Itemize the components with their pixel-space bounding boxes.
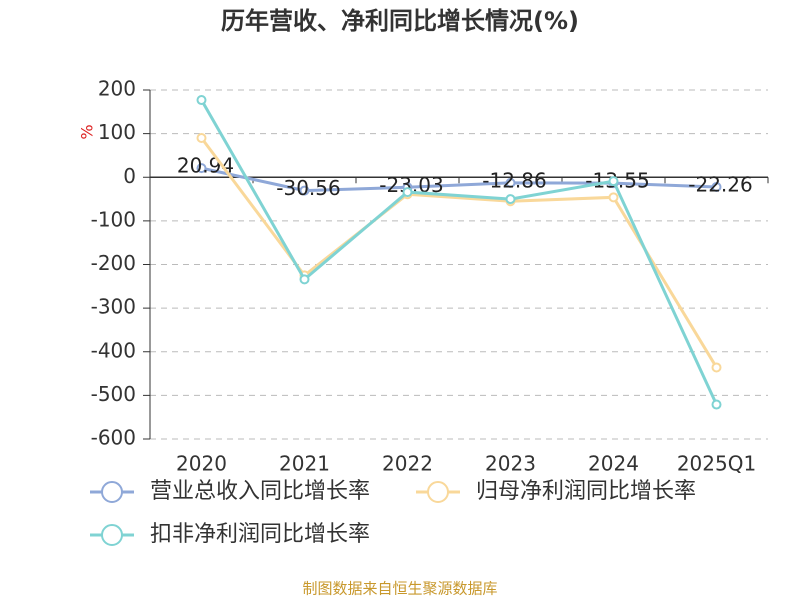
y-tick-label: -200 [91,251,136,275]
x-tick-label: 2023 [485,452,536,476]
legend-marker [427,481,449,503]
series-line [200,99,718,406]
x-tick-label: 2022 [382,452,433,476]
y-tick-label: -400 [91,338,136,362]
x-tick-label: 2020 [176,452,227,476]
data-point [608,176,619,187]
data-point [711,181,722,192]
data-point [299,274,310,285]
data-label: -22.26 [688,172,752,196]
data-label: 20.94 [177,154,234,178]
chart-title: 历年营收、净利同比增长情况(%) [221,7,579,35]
y-tick-label: 100 [98,120,136,144]
legend-marker [101,524,123,546]
data-label: -12.86 [482,168,546,192]
source-note: 制图数据来自恒生聚源数据库 [302,580,497,598]
x-tick-label: 2024 [588,452,639,476]
x-tick-label: 2025Q1 [677,452,756,476]
data-point [711,362,722,373]
series-line [200,137,718,369]
legend-label: 归母净利润同比增长率 [476,479,696,504]
data-point [196,163,207,174]
legend-label: 扣非净利润同比增长率 [150,522,370,547]
y-axis-label: % [78,124,97,139]
data-point [196,132,207,143]
data-label: -30.56 [276,176,340,200]
data-point [299,185,310,196]
legend-label: 营业总收入同比增长率 [150,479,370,504]
data-point [505,194,516,205]
data-point [711,399,722,410]
y-tick-label: 0 [123,164,136,188]
data-point [505,177,516,188]
series-line [201,166,717,193]
y-tick-label: -100 [91,207,136,231]
y-tick-label: -300 [91,295,136,319]
y-tick-label: -600 [91,426,136,450]
x-tick-label: 2021 [279,452,330,476]
y-tick-label: -500 [91,382,136,406]
legend-marker [101,481,123,503]
data-point [402,187,413,198]
data-point [608,192,619,203]
data-point [196,95,207,106]
y-tick-label: 200 [98,77,136,101]
